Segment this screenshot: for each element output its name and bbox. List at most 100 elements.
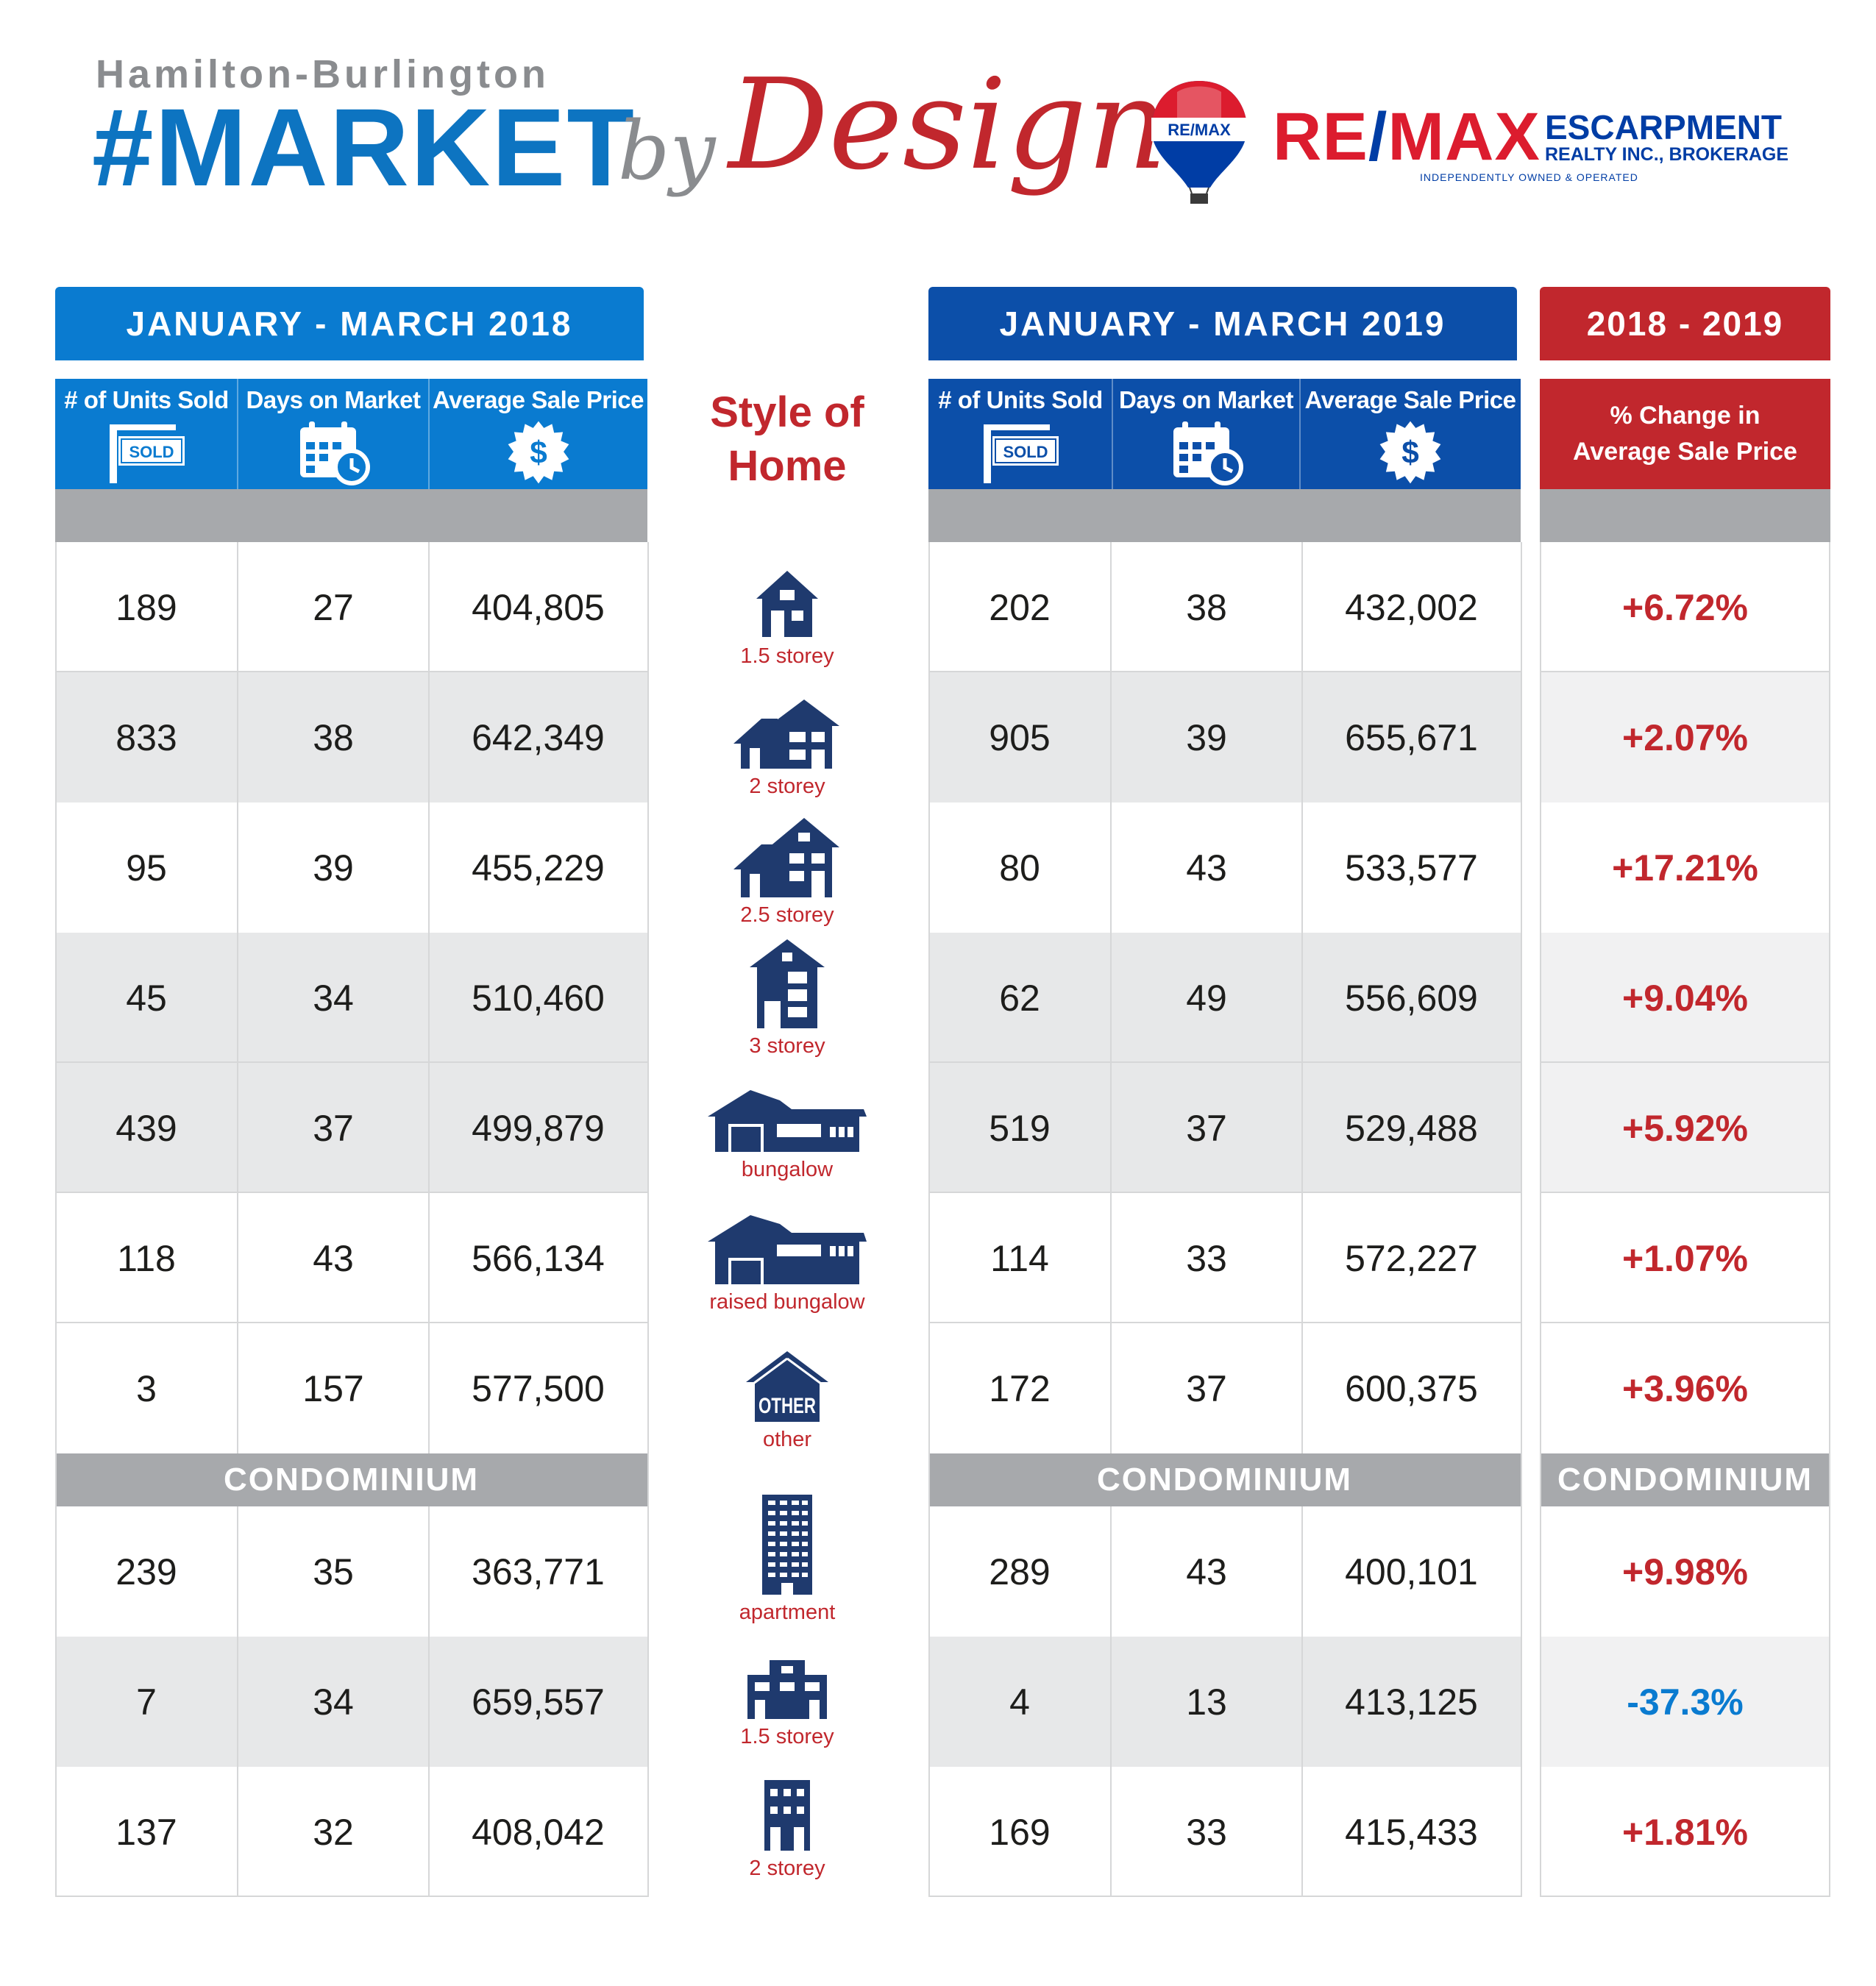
brokerage-name: ESCARPMENT [1545, 108, 1783, 146]
table-change: +6.72% +2.07% +17.21% +9.04% +5.92% +1.0… [1540, 542, 1830, 1897]
house-1-5-storey-icon [756, 571, 818, 637]
dollar-text: $ [530, 435, 547, 470]
days-on-market-cell: 38 [313, 716, 354, 758]
banner-2018: JANUARY - MARCH 2018 [55, 287, 644, 360]
avg-price-cell: 415,433 [1345, 1811, 1478, 1853]
change-cell: +9.04% [1540, 933, 1830, 1063]
units-sold-cell: 519 [989, 1107, 1051, 1149]
days-on-market-cell: 33 [1186, 1811, 1227, 1853]
days-on-market-cell: 49 [1186, 977, 1227, 1019]
house-2-5-storey-icon [733, 818, 839, 897]
style-1-5-storey: 1.5 storey [677, 566, 898, 669]
units-sold-cell: 439 [116, 1107, 177, 1149]
avg-price-cell: 432,002 [1345, 586, 1478, 628]
gray-band-change [1540, 489, 1830, 542]
style-2-5-storey: 2.5 storey [677, 816, 898, 928]
brokerage-tagline: INDEPENDENTLY OWNED & OPERATED [1420, 171, 1638, 183]
units-sold-cell: 169 [989, 1811, 1051, 1853]
units-sold-header-2019: # of Units Sold SOLD [928, 379, 1112, 489]
avg-price-cell: 363,771 [472, 1551, 605, 1592]
avg-sale-price-label-2019: Average Sale Price [1304, 386, 1516, 413]
style-caption: 1.5 storey [740, 1725, 834, 1748]
table-row: 137 32 408,042 [55, 1767, 647, 1897]
row-separator [1540, 1322, 1830, 1323]
dollar-text-2019: $ [1401, 435, 1419, 470]
avg-price-cell: 572,227 [1345, 1237, 1478, 1279]
style-other: OTHER other [677, 1350, 898, 1452]
units-sold-header: # of Units Sold SOLD [55, 379, 238, 489]
style-caption: apartment [739, 1601, 836, 1624]
table-row: 189 27 404,805 [55, 542, 647, 672]
bungalow-icon [708, 1090, 867, 1152]
units-sold-cell: 3 [136, 1367, 157, 1409]
other-house-icon: OTHER [746, 1351, 828, 1422]
remax-word-slash: / [1368, 99, 1388, 174]
change-column-header: % Change in Average Sale Price [1540, 379, 1830, 489]
house-2-storey-icon [733, 700, 839, 769]
gray-band-2019 [928, 489, 1521, 542]
table-row: 62 49 556,609 [928, 933, 1521, 1063]
avg-price-cell: 510,460 [472, 977, 605, 1019]
change-cell: +1.07% [1540, 1193, 1830, 1323]
brand-subtitle: Hamilton-Burlington [96, 52, 550, 96]
units-sold-cell: 4 [1009, 1681, 1030, 1723]
avg-price-cell: 577,500 [472, 1367, 605, 1409]
house-3-storey-icon [750, 939, 825, 1028]
table-row: 3 157 577,500 [55, 1323, 647, 1453]
days-on-market-cell: 34 [313, 1681, 354, 1723]
brand-title: #MARKET [92, 85, 636, 209]
table-row: 905 39 655,671 [928, 672, 1521, 802]
style-3-storey: 3 storey [677, 938, 898, 1058]
table-row: 833 38 642,349 [55, 672, 647, 802]
units-sold-cell: 118 [117, 1237, 176, 1279]
table-row: 172 37 600,375 [928, 1323, 1521, 1453]
table-2019: 202 38 432,002 905 39 655,671 80 43 533,577 62… [928, 542, 1522, 1897]
days-on-market-cell: 38 [1186, 586, 1227, 628]
style-caption: 2 storey [749, 775, 825, 798]
avg-price-cell: 400,101 [1345, 1551, 1478, 1592]
avg-sale-price-header: Average Sale Price $ [429, 379, 647, 489]
avg-price-cell: 566,134 [472, 1237, 605, 1279]
row-separator [928, 671, 1521, 672]
units-sold-cell: 189 [116, 586, 177, 628]
style-bungalow: bungalow [677, 1087, 898, 1182]
days-on-market-cell: 43 [1186, 847, 1227, 889]
table-row: 95 39 455,229 [55, 802, 647, 933]
row-separator [55, 1061, 647, 1063]
row-separator [55, 1322, 647, 1323]
days-on-market-cell: 33 [1186, 1237, 1227, 1279]
units-sold-cell: 80 [999, 847, 1040, 889]
table-row: 439 37 499,879 [55, 1063, 647, 1193]
change-cell: +1.81% [1540, 1767, 1830, 1897]
table-row: 202 38 432,002 [928, 542, 1521, 672]
days-on-market-cell: 39 [1186, 716, 1227, 758]
days-on-market-cell: 39 [313, 847, 354, 889]
banner-2019: JANUARY - MARCH 2019 [928, 287, 1517, 360]
change-cell: +17.21% [1540, 802, 1830, 933]
table-row: 45 34 510,460 [55, 933, 647, 1063]
remax-word-re: RE [1273, 99, 1368, 174]
row-separator [928, 1061, 1521, 1063]
units-sold-cell: 833 [116, 716, 177, 758]
units-sold-cell: 905 [989, 716, 1051, 758]
units-sold-cell: 239 [116, 1551, 177, 1592]
units-sold-cell: 62 [999, 977, 1040, 1019]
column-header-2019: # of Units Sold SOLD Days on Market Aver… [928, 379, 1521, 489]
days-on-market-label: Days on Market [246, 386, 421, 413]
days-on-market-cell: 43 [313, 1237, 354, 1279]
row-separator [928, 1192, 1521, 1193]
calendar-clock-icon [300, 421, 370, 485]
table-row: 114 33 572,227 [928, 1193, 1521, 1323]
days-on-market-cell: 157 [302, 1367, 364, 1409]
style-caption: 1.5 storey [740, 644, 834, 668]
units-sold-label: # of Units Sold [64, 386, 229, 413]
table-row: 169 33 415,433 [928, 1767, 1521, 1897]
table-row: 519 37 529,488 [928, 1063, 1521, 1193]
style-caption: 2 storey [749, 1857, 825, 1880]
dollar-badge-icon: $ [508, 421, 569, 484]
avg-price-cell: 642,349 [472, 716, 605, 758]
sold-text-2019: SOLD [1003, 443, 1048, 461]
avg-price-cell: 404,805 [472, 586, 605, 628]
units-sold-cell: 95 [126, 847, 167, 889]
row-separator [1540, 671, 1830, 672]
